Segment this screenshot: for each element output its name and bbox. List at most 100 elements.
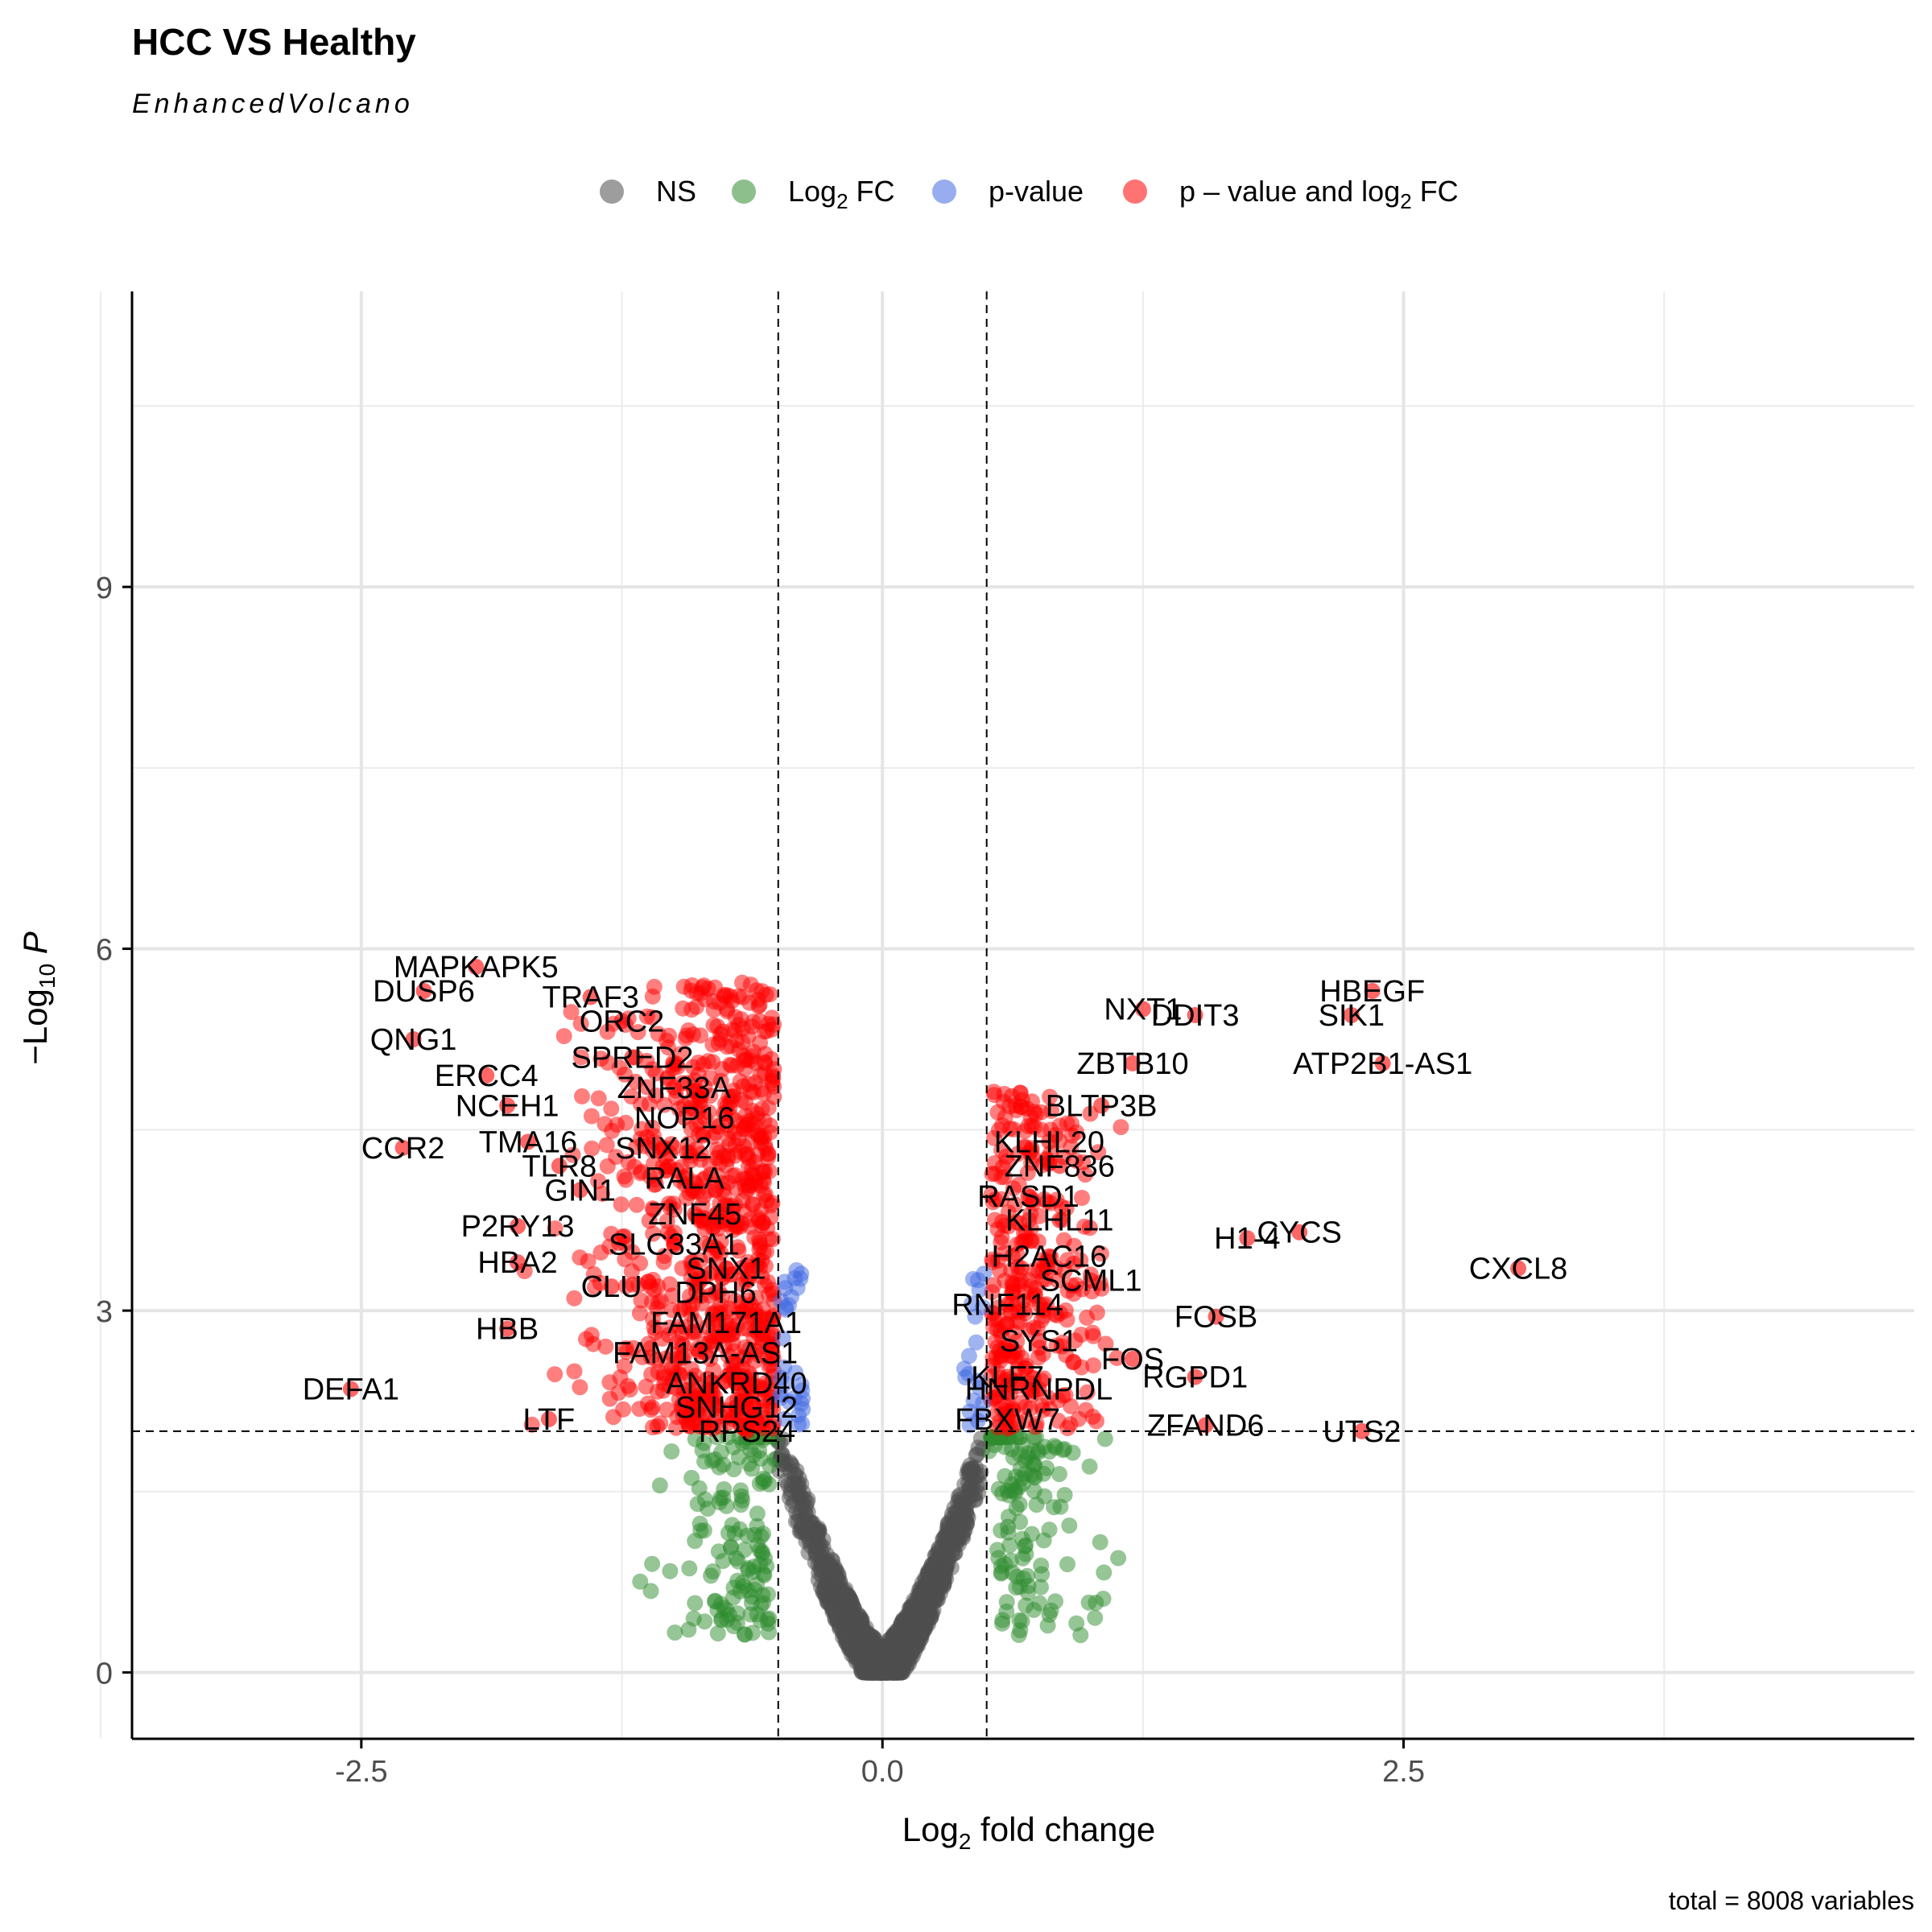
- labeled-point: [1374, 1055, 1391, 1071]
- point-fc-p: [697, 1170, 714, 1187]
- point-fc-p: [608, 1149, 625, 1166]
- point-fc-p: [1011, 1215, 1028, 1232]
- point-fc-p: [572, 1015, 589, 1032]
- point-fc-p: [649, 1352, 666, 1368]
- point-fc-p: [1035, 1302, 1052, 1319]
- point-fc-p: [705, 1215, 722, 1231]
- point-fc-p: [712, 994, 729, 1011]
- point-ns: [939, 1532, 956, 1549]
- point-fc-p: [662, 1319, 679, 1336]
- point-fc-p: [615, 1401, 632, 1418]
- point-p: [960, 1365, 977, 1382]
- point-fc-p: [564, 1146, 581, 1163]
- point-fc-p: [1037, 1271, 1054, 1288]
- point-fc-p: [1006, 1196, 1023, 1213]
- labeled-point: [1124, 1351, 1141, 1368]
- point-fc-p: [617, 1171, 634, 1188]
- point-fc-p: [1092, 1245, 1109, 1262]
- point-ns: [970, 1439, 987, 1456]
- point-fc-p: [986, 1212, 1003, 1228]
- point-fc: [1055, 1442, 1071, 1459]
- point-fc-p: [722, 1108, 739, 1125]
- labeled-point: [1343, 1007, 1360, 1023]
- point-fc-p: [753, 1253, 770, 1269]
- point-ns: [856, 1628, 873, 1645]
- point-fc: [1041, 1607, 1058, 1623]
- gene-label: TLR8: [522, 1150, 597, 1183]
- point-ns: [887, 1634, 904, 1651]
- point-fc: [749, 1537, 766, 1554]
- point-fc-p: [1026, 1286, 1043, 1302]
- point-fc-p: [630, 1024, 646, 1041]
- point-fc-p: [678, 1027, 695, 1044]
- point-fc-p: [993, 1348, 1010, 1364]
- x-axis-title-sub: 2: [959, 1829, 972, 1854]
- point-ns: [863, 1650, 879, 1667]
- point-fc-p: [680, 1407, 697, 1424]
- labeled-point: [510, 1218, 526, 1235]
- point-ns: [897, 1653, 914, 1670]
- labeled-point: [687, 1206, 704, 1223]
- labeled-point: [478, 1067, 495, 1084]
- point-fc-p: [523, 1416, 540, 1433]
- point-fc-p: [647, 1065, 664, 1082]
- point-fc-p: [603, 1225, 620, 1242]
- point-fc-p: [632, 1165, 649, 1182]
- labeled-point: [655, 1139, 672, 1156]
- point-fc: [749, 1505, 766, 1522]
- gene-label: ZNF836: [1005, 1150, 1115, 1183]
- labeled-point: [1239, 1230, 1256, 1247]
- legend-item-fc_p: p – value and log2 FC: [1123, 175, 1459, 213]
- point-fc-p: [700, 1104, 717, 1121]
- labeled-point: [1093, 1097, 1110, 1114]
- point-fc-p: [702, 1088, 719, 1104]
- point-fc-p: [753, 1316, 770, 1333]
- point-fc-p: [661, 1199, 678, 1216]
- y-tick-label: 9: [96, 572, 113, 605]
- labeled-point: [624, 1049, 641, 1066]
- labeled-point: [697, 1344, 714, 1361]
- point-ns: [970, 1484, 987, 1501]
- point-fc: [707, 1593, 723, 1610]
- point-fc: [706, 1451, 723, 1468]
- point-fc-p: [687, 1323, 704, 1340]
- point-fc-p: [747, 1173, 763, 1190]
- point-fc-p: [650, 1026, 667, 1042]
- point-fc-p: [617, 1278, 634, 1294]
- point-fc-p: [727, 1137, 744, 1154]
- point-fc-p: [649, 1300, 666, 1317]
- point-fc: [1061, 1517, 1078, 1534]
- point-ns: [959, 1465, 976, 1482]
- point-fc-p: [709, 1167, 726, 1184]
- point-fc: [751, 1443, 767, 1459]
- point-fc: [713, 1612, 730, 1629]
- point-fc: [1023, 1467, 1040, 1484]
- point-fc-p: [623, 1263, 640, 1280]
- point-fc: [989, 1542, 1005, 1558]
- point-fc-p: [646, 1319, 663, 1335]
- point-p: [965, 1392, 982, 1409]
- point-fc-p: [631, 1305, 648, 1322]
- gene-label: SLC33A1: [609, 1228, 740, 1262]
- point-fc: [1110, 1550, 1127, 1567]
- point-fc-p: [566, 1363, 583, 1380]
- gene-label: NOP16: [634, 1101, 735, 1135]
- point-ns: [840, 1594, 857, 1611]
- point-fc: [1056, 1487, 1073, 1504]
- point-fc-p: [727, 1009, 744, 1026]
- point-p: [781, 1393, 798, 1410]
- point-fc: [1068, 1615, 1085, 1632]
- labeled-point: [415, 983, 432, 1000]
- gene-label: ZNF33A: [617, 1071, 732, 1105]
- labeled-point: [499, 1320, 516, 1337]
- point-fc-p: [629, 1196, 645, 1213]
- point-fc-p: [644, 1009, 661, 1026]
- point-fc: [1095, 1591, 1112, 1607]
- point-fc: [1014, 1436, 1031, 1453]
- gene-label: TMA16: [479, 1125, 577, 1159]
- gene-label: SNHG12: [675, 1391, 798, 1425]
- point-ns: [940, 1514, 957, 1531]
- point-fc: [1001, 1537, 1018, 1554]
- point-fc-p: [1005, 1284, 1021, 1301]
- point-fc-p: [744, 1102, 761, 1119]
